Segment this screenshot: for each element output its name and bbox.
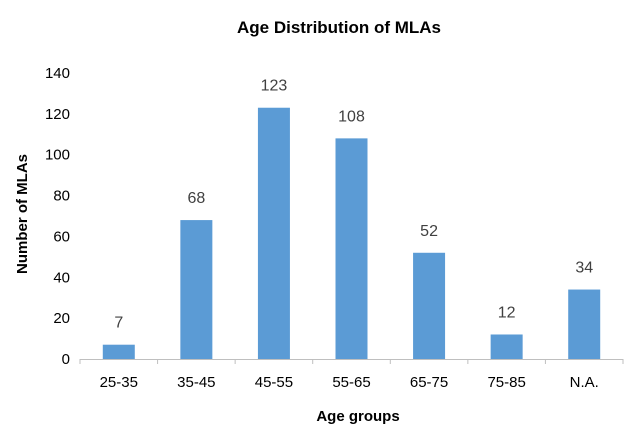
data-label: 12 [498,304,516,321]
x-tick-label: 55-65 [332,374,370,391]
data-label: 108 [338,108,365,125]
y-tick-label: 140 [45,65,70,82]
x-tick-label: 45-55 [255,374,293,391]
y-tick-label: 20 [53,310,70,327]
bar-n-a- [568,289,601,359]
y-tick-label: 100 [45,147,70,164]
y-tick-label: 0 [62,351,70,368]
bar-35-45 [180,220,213,359]
x-tick-label: N.A. [570,374,599,391]
y-tick-label: 60 [53,228,70,245]
y-tick-label: 80 [53,188,70,205]
x-tick-label: 65-75 [410,374,448,391]
y-axis-title: Number of MLAs [14,154,31,274]
data-labels: 7 68 123 108 52 12 34 [114,78,593,332]
data-label: 52 [420,223,438,240]
x-tick-label: 75-85 [487,374,525,391]
bar-65-75 [413,252,446,359]
x-axis: 25-35 35-45 45-55 55-65 65-75 75-85 N.A. [79,359,624,391]
data-label: 68 [187,190,205,207]
bars-group [102,107,601,359]
bar-55-65 [335,138,368,359]
data-label: 123 [261,78,288,95]
chart-title: Age Distribution of MLAs [237,18,441,37]
bar-45-55 [257,107,290,359]
bar-25-35 [102,344,135,359]
x-tick-label: 35-45 [177,374,215,391]
bar-75-85 [490,334,523,359]
data-label: 7 [114,315,123,332]
x-axis-title: Age groups [316,408,399,425]
y-tick-label: 40 [53,269,70,286]
y-tick-label: 120 [45,106,70,123]
x-tick-label: 25-35 [100,374,138,391]
data-label: 34 [575,260,593,277]
y-axis: 0 20 40 60 80 100 120 140 [45,65,70,368]
